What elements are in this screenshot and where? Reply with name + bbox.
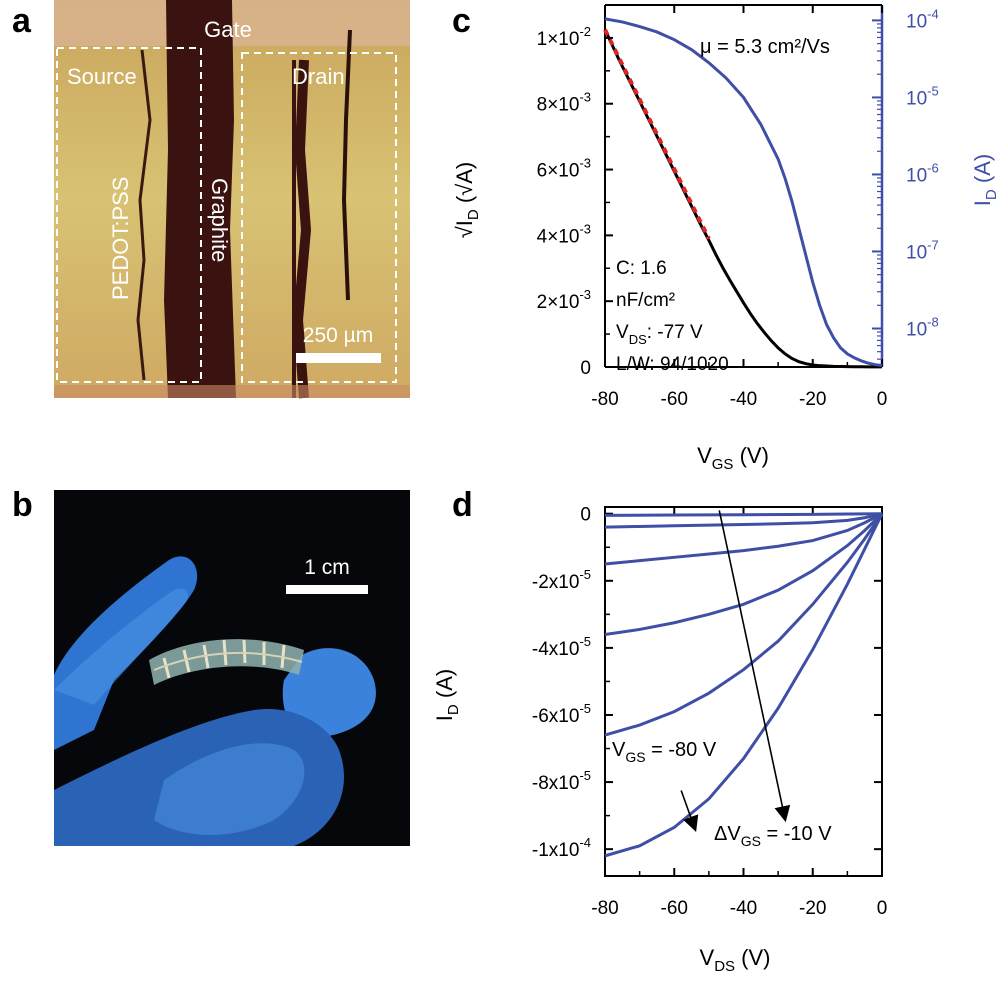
panel-letter-a: a bbox=[12, 2, 31, 40]
c-ylabel-right: ID (A) bbox=[970, 154, 1000, 206]
c-y-left-tick-label: 6×10-3 bbox=[537, 156, 591, 182]
d-series-3 bbox=[604, 512, 884, 636]
d-series-4 bbox=[604, 512, 884, 737]
delta-vgs-annotation: ΔVGS = -10 V bbox=[714, 823, 832, 849]
d-x-tick-label: -60 bbox=[661, 898, 688, 919]
c-series-1 bbox=[603, 28, 711, 240]
c-ylabel-left: √ID (√A) bbox=[452, 162, 482, 239]
delta-vgs-arrow bbox=[718, 510, 791, 823]
c-y-right-tick-label: 10-6 bbox=[906, 160, 939, 186]
vgs-annotation: VGS = -80 V bbox=[612, 739, 717, 765]
c-y-left-tick-label: 8×10-3 bbox=[537, 90, 591, 116]
c-series-0 bbox=[603, 29, 883, 369]
scale-bar-b-label: 1 cm bbox=[304, 556, 350, 579]
panel-letter-d: d bbox=[452, 486, 473, 524]
d-x-tick-label: -80 bbox=[591, 898, 618, 919]
scale-bar-a bbox=[296, 353, 381, 363]
source-label: Source bbox=[67, 64, 137, 89]
output-curve-chart: -80 -60 -40 -20 0 0 -2x10-5 -4x10-5 -6x10-5 -8x10… bbox=[432, 505, 888, 975]
c-y-left-tick-label: 4×10-3 bbox=[537, 221, 591, 247]
c-y-right-tick-label: 10-5 bbox=[906, 83, 939, 109]
device-micrograph: Gate Source Drain PEDOT:PSS Graphite 250… bbox=[54, 0, 410, 399]
d-series-1 bbox=[604, 512, 883, 529]
capacitance-annotation-2: nF/cm² bbox=[616, 290, 675, 311]
d-y-tick-label: -2x10-5 bbox=[532, 567, 591, 593]
c-x-tick-label: 0 bbox=[877, 389, 888, 410]
d-y-tick-label: -1x10-4 bbox=[532, 835, 591, 861]
drain-region-box bbox=[241, 52, 397, 383]
flexible-device-photo: 1 cm bbox=[54, 490, 410, 846]
c-x-tick-label: -60 bbox=[661, 389, 688, 410]
c-series-2 bbox=[604, 17, 883, 367]
c-y-left-tick-label: 2×10-3 bbox=[537, 287, 591, 313]
gate-label: Gate bbox=[204, 17, 252, 42]
d-y-tick-label: -6x10-5 bbox=[532, 701, 591, 727]
d-frame bbox=[604, 506, 883, 877]
d-series-0 bbox=[604, 512, 883, 517]
scale-bar-b bbox=[286, 585, 368, 594]
graphite-label: Graphite bbox=[207, 178, 232, 262]
d-y-tick-label: -8x10-5 bbox=[532, 768, 591, 794]
d-x-tick-label: 0 bbox=[877, 898, 888, 919]
transfer-curve-chart: -80 -60 -40 -20 0 0 2×10-3 4×10-3 6×10-3 8×10-3 1×… bbox=[452, 4, 1000, 473]
c-x-tick-label: -80 bbox=[591, 389, 618, 410]
capacitance-annotation-1: C: 1.6 bbox=[616, 258, 667, 279]
source-region-box bbox=[56, 47, 202, 383]
mobility-annotation: μ = 5.3 cm²/Vs bbox=[700, 36, 830, 58]
c-y-right-tick-label: 10-4 bbox=[906, 6, 939, 32]
d-x-tick-label: -20 bbox=[799, 898, 826, 919]
vds-annotation: VDS: -77 V bbox=[616, 322, 703, 347]
d-y-tick-label: -4x10-5 bbox=[532, 634, 591, 660]
d-xlabel: VDS (V) bbox=[700, 945, 771, 975]
d-series-5 bbox=[604, 513, 884, 858]
lw-annotation: L/W: 94/1020 bbox=[616, 354, 729, 375]
c-y-right-tick-label: 10-8 bbox=[906, 314, 939, 340]
panel-letter-c: c bbox=[452, 2, 471, 40]
vgs-arrow bbox=[680, 790, 699, 833]
c-xlabel: VGS (V) bbox=[697, 443, 769, 473]
d-series-2 bbox=[604, 512, 883, 566]
c-y-right-tick-label: 10-7 bbox=[906, 237, 939, 263]
c-x-tick-label: -20 bbox=[799, 389, 826, 410]
scale-bar-a-label: 250 µm bbox=[303, 324, 373, 347]
c-x-tick-label: -40 bbox=[730, 389, 757, 410]
d-x-tick-label: -40 bbox=[730, 898, 757, 919]
d-y-tick-label: 0 bbox=[580, 505, 591, 526]
c-y-left-tick-label: 1×10-2 bbox=[537, 24, 591, 50]
panel-letter-b: b bbox=[12, 486, 33, 524]
pedot-label: PEDOT:PSS bbox=[108, 177, 133, 300]
c-y-left-tick-label: 0 bbox=[580, 358, 591, 379]
drain-label: Drain bbox=[292, 64, 345, 89]
d-ylabel: ID (A) bbox=[432, 669, 462, 721]
